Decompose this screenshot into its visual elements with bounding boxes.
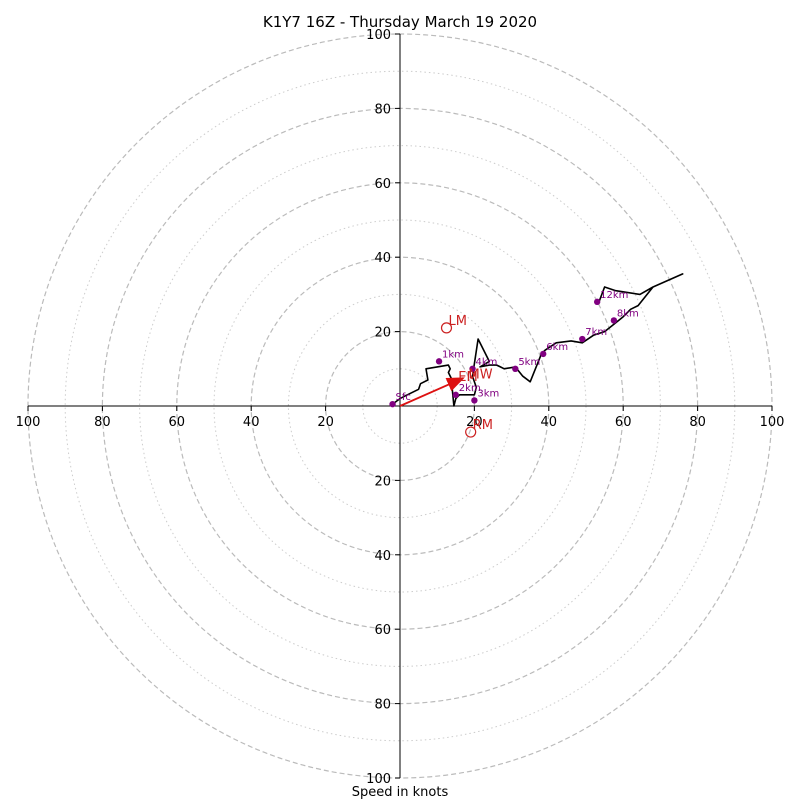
storm-motion-marker — [465, 426, 477, 438]
y-tick-label: 80 — [374, 698, 391, 713]
height-marker — [435, 358, 443, 365]
height-marker-label: 6km — [546, 342, 568, 353]
storm-vector-arrow — [399, 377, 465, 407]
hodograph-line — [392, 273, 684, 407]
height-marker-label: 4km — [476, 357, 498, 368]
tick-labels: 100 20 20 20 80 40 40 40 60 60 60 60 40 80 80 80 20 100 10… — [16, 28, 785, 787]
storm-motion-label: LM — [449, 314, 467, 329]
height-marker — [471, 397, 478, 404]
y-tick-label: 80 — [374, 102, 391, 117]
y-tick-label: 20 — [374, 326, 391, 341]
x-tick-label: 60 — [615, 415, 632, 430]
x-axis-label: Speed in knots — [352, 785, 449, 800]
height-marker — [593, 298, 601, 306]
y-tick-label: 100 — [366, 28, 391, 43]
height-marker — [579, 335, 586, 343]
height-marker-label: 2km — [459, 383, 481, 394]
x-tick-label: 80 — [94, 415, 111, 430]
storm-motion-marker — [440, 322, 453, 334]
x-tick-label: 40 — [541, 415, 558, 430]
y-tick-label: 20 — [374, 474, 391, 489]
height-marker-label: 8km — [617, 308, 639, 319]
y-tick-label: 40 — [374, 549, 391, 564]
x-tick-label: 100 — [16, 415, 41, 430]
height-marker — [540, 350, 547, 358]
height-marker — [512, 365, 519, 372]
chart-title: K1Y7 16Z - Thursday March 19 2020 — [263, 13, 537, 31]
storm-motion-label: RM — [473, 418, 493, 433]
height-marker-label: 1km — [442, 349, 464, 360]
height-marker-label: 3km — [477, 388, 499, 399]
height-marker — [389, 400, 396, 408]
y-tick-label: 60 — [374, 177, 391, 192]
x-tick-label: 60 — [169, 415, 186, 430]
x-tick-label: 40 — [243, 415, 260, 430]
height-marker-label: Sfc — [396, 392, 411, 403]
x-tick-label: 20 — [317, 415, 334, 430]
x-tick-label: 20 — [466, 415, 483, 430]
y-tick-label: 100 — [366, 772, 391, 787]
height-marker — [610, 317, 618, 324]
y-tick-label: 40 — [374, 251, 391, 266]
height-marker — [469, 365, 476, 372]
height-marker-label: 12km — [600, 290, 628, 301]
x-tick-label: 100 — [760, 415, 785, 430]
storm-vector-label: EM — [458, 370, 477, 385]
y-tick-label: 60 — [374, 623, 391, 638]
x-tick-label: 80 — [689, 415, 706, 430]
height-marker-label: 5km — [518, 357, 540, 368]
height-marker-label: 7km — [585, 327, 607, 338]
height-marker — [452, 391, 459, 399]
mean-wind-label: MW — [469, 367, 493, 382]
